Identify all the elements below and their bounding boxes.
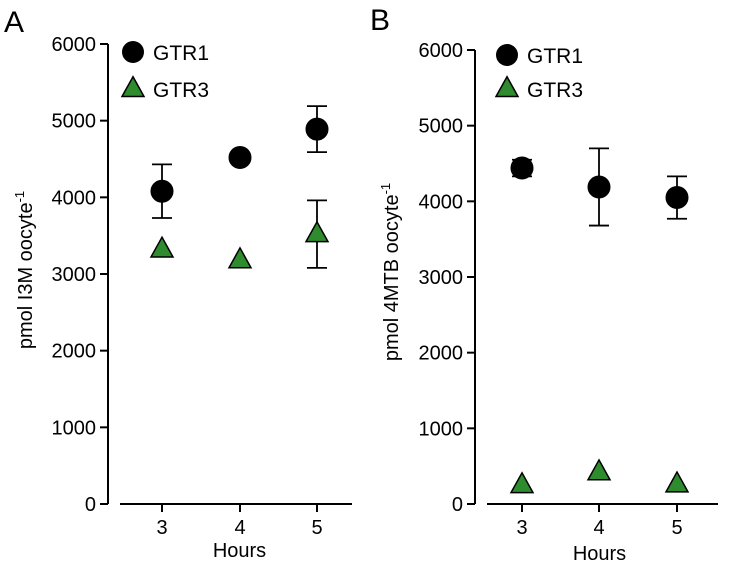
y-tick-label: 0	[85, 494, 96, 516]
panel-a: A 0 1000 2000 3000 4000 5000 6000 3 4 5 Hours pmol I…	[4, 6, 352, 562]
legend-marker-triangle	[494, 75, 520, 98]
legend-marker-circle	[496, 44, 518, 66]
x-tick-label: 5	[671, 517, 682, 539]
y-axis-title: pmol I3M oocyte-1	[12, 191, 37, 349]
y-tick-label: 3000	[419, 267, 464, 289]
data-point-triangle	[227, 246, 253, 269]
data-point-circle	[150, 179, 174, 203]
series-gtr1	[510, 147, 689, 227]
x-tick-label: 4	[593, 517, 604, 539]
x-tick-label: 5	[311, 517, 322, 539]
x-axis-title: Hours	[573, 543, 626, 565]
legend-marker-circle	[122, 41, 144, 63]
y-tick-label: 2000	[52, 341, 97, 363]
data-point-triangle	[586, 458, 612, 481]
panel-b: B 0 1000 2000 3000 4000 5000 6000 3 4 5 Hours pmol 4…	[370, 4, 718, 565]
y-axis-title-text: pmol 4MTB oocyte	[381, 194, 403, 361]
series-gtr3	[149, 199, 330, 269]
data-point-triangle	[509, 471, 535, 494]
data-point-circle	[305, 117, 329, 141]
legend: GTR1 GTR3	[494, 44, 583, 102]
data-point-triangle	[149, 235, 175, 258]
y-tick-label: 5000	[52, 111, 97, 133]
series-gtr1	[150, 105, 329, 219]
y-tick-label: 6000	[52, 34, 97, 56]
legend-label: GTR3	[527, 79, 583, 102]
data-point-triangle	[304, 220, 330, 243]
y-tick-label: 2000	[419, 343, 464, 365]
legend-label: GTR1	[527, 45, 583, 68]
y-axis-title: pmol 4MTB oocyte-1	[378, 183, 403, 361]
y-axis-title-superscript: -1	[12, 191, 27, 203]
x-tick-label: 4	[234, 517, 245, 539]
series-gtr3	[509, 458, 690, 494]
panel-letter: A	[4, 6, 24, 39]
data-point-circle	[665, 186, 689, 210]
y-tick-label: 5000	[419, 116, 464, 138]
x-tick-label: 3	[156, 517, 167, 539]
panel-letter: B	[370, 4, 390, 37]
legend-label: GTR3	[153, 79, 209, 102]
y-tick-label: 6000	[419, 40, 464, 62]
legend-label: GTR1	[153, 42, 209, 65]
x-axis-title: Hours	[213, 540, 266, 562]
data-point-circle	[510, 156, 534, 180]
legend: GTR1 GTR3	[120, 41, 209, 102]
y-tick-label: 3000	[52, 264, 97, 286]
data-point-circle	[587, 175, 611, 199]
y-tick-label: 4000	[419, 191, 464, 213]
y-tick-label: 1000	[419, 418, 464, 440]
y-tick-label: 0	[452, 494, 463, 516]
y-tick-label: 4000	[52, 187, 97, 209]
x-tick-label: 3	[516, 517, 527, 539]
data-point-circle	[228, 145, 252, 169]
y-tick-label: 1000	[52, 417, 97, 439]
y-axis-title-text: pmol I3M oocyte	[15, 202, 37, 349]
y-axis-title-superscript: -1	[378, 183, 393, 195]
legend-marker-triangle	[120, 75, 146, 98]
data-point-triangle	[664, 470, 690, 493]
